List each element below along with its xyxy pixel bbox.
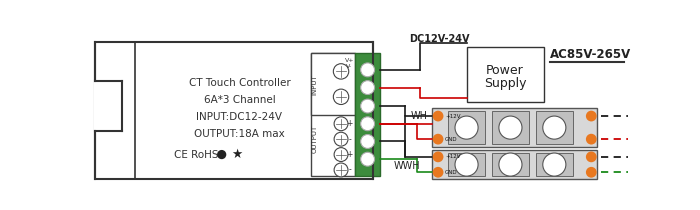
- Text: AC85V-265V: AC85V-265V: [550, 48, 631, 61]
- Text: +: +: [346, 150, 353, 159]
- Bar: [492, 153, 529, 176]
- Text: GND: GND: [445, 137, 458, 142]
- Circle shape: [455, 153, 478, 176]
- Bar: [355, 53, 380, 176]
- Circle shape: [542, 116, 566, 139]
- Text: +12V: +12V: [445, 114, 461, 119]
- Bar: [311, 53, 355, 176]
- Text: GND: GND: [445, 170, 458, 175]
- Circle shape: [334, 132, 348, 146]
- Text: -: -: [348, 135, 351, 144]
- Circle shape: [586, 167, 596, 178]
- Circle shape: [360, 135, 374, 148]
- Text: OUTPUT: OUTPUT: [312, 125, 318, 153]
- Bar: [448, 153, 485, 176]
- Text: +: +: [346, 119, 353, 128]
- Text: OUTPUT:18A max: OUTPUT:18A max: [194, 129, 285, 139]
- Circle shape: [433, 134, 444, 144]
- Text: WWH: WWH: [393, 161, 420, 171]
- Circle shape: [334, 148, 348, 161]
- Bar: [311, 53, 355, 114]
- Circle shape: [586, 134, 596, 144]
- Bar: [448, 112, 485, 144]
- Circle shape: [455, 116, 478, 139]
- Text: V+: V+: [345, 58, 354, 63]
- Text: CT Touch Controller: CT Touch Controller: [188, 78, 290, 88]
- Bar: [536, 153, 573, 176]
- Circle shape: [334, 117, 348, 131]
- Circle shape: [433, 151, 444, 162]
- Text: -: -: [348, 165, 351, 175]
- Circle shape: [586, 111, 596, 121]
- Circle shape: [360, 81, 374, 94]
- Text: INPUT:DC12-24V: INPUT:DC12-24V: [197, 112, 282, 122]
- Text: CE RoHS: CE RoHS: [174, 150, 218, 160]
- Circle shape: [333, 89, 349, 105]
- Circle shape: [333, 64, 349, 79]
- Circle shape: [499, 153, 522, 176]
- Text: ★: ★: [232, 148, 243, 161]
- Circle shape: [360, 99, 374, 113]
- Text: INPUT: INPUT: [312, 74, 318, 95]
- Bar: [466, 47, 543, 102]
- Circle shape: [360, 63, 374, 77]
- Bar: [432, 150, 598, 179]
- Bar: [432, 108, 598, 147]
- Text: WH: WH: [411, 111, 428, 121]
- Circle shape: [586, 151, 596, 162]
- Circle shape: [433, 167, 444, 178]
- Text: Supply: Supply: [484, 77, 526, 90]
- Circle shape: [360, 152, 374, 166]
- Bar: [536, 112, 573, 144]
- Bar: [94, 81, 122, 131]
- Circle shape: [360, 117, 374, 131]
- Text: 6A*3 Channel: 6A*3 Channel: [204, 95, 275, 105]
- Circle shape: [433, 111, 444, 121]
- Circle shape: [217, 150, 226, 159]
- Circle shape: [499, 116, 522, 139]
- Text: DC12V-24V: DC12V-24V: [409, 34, 469, 44]
- Text: +12V: +12V: [445, 154, 461, 159]
- Text: V-: V-: [346, 64, 353, 69]
- Circle shape: [542, 153, 566, 176]
- Text: Power: Power: [486, 64, 524, 77]
- Bar: [95, 42, 372, 179]
- Bar: [492, 112, 529, 144]
- Circle shape: [334, 163, 348, 177]
